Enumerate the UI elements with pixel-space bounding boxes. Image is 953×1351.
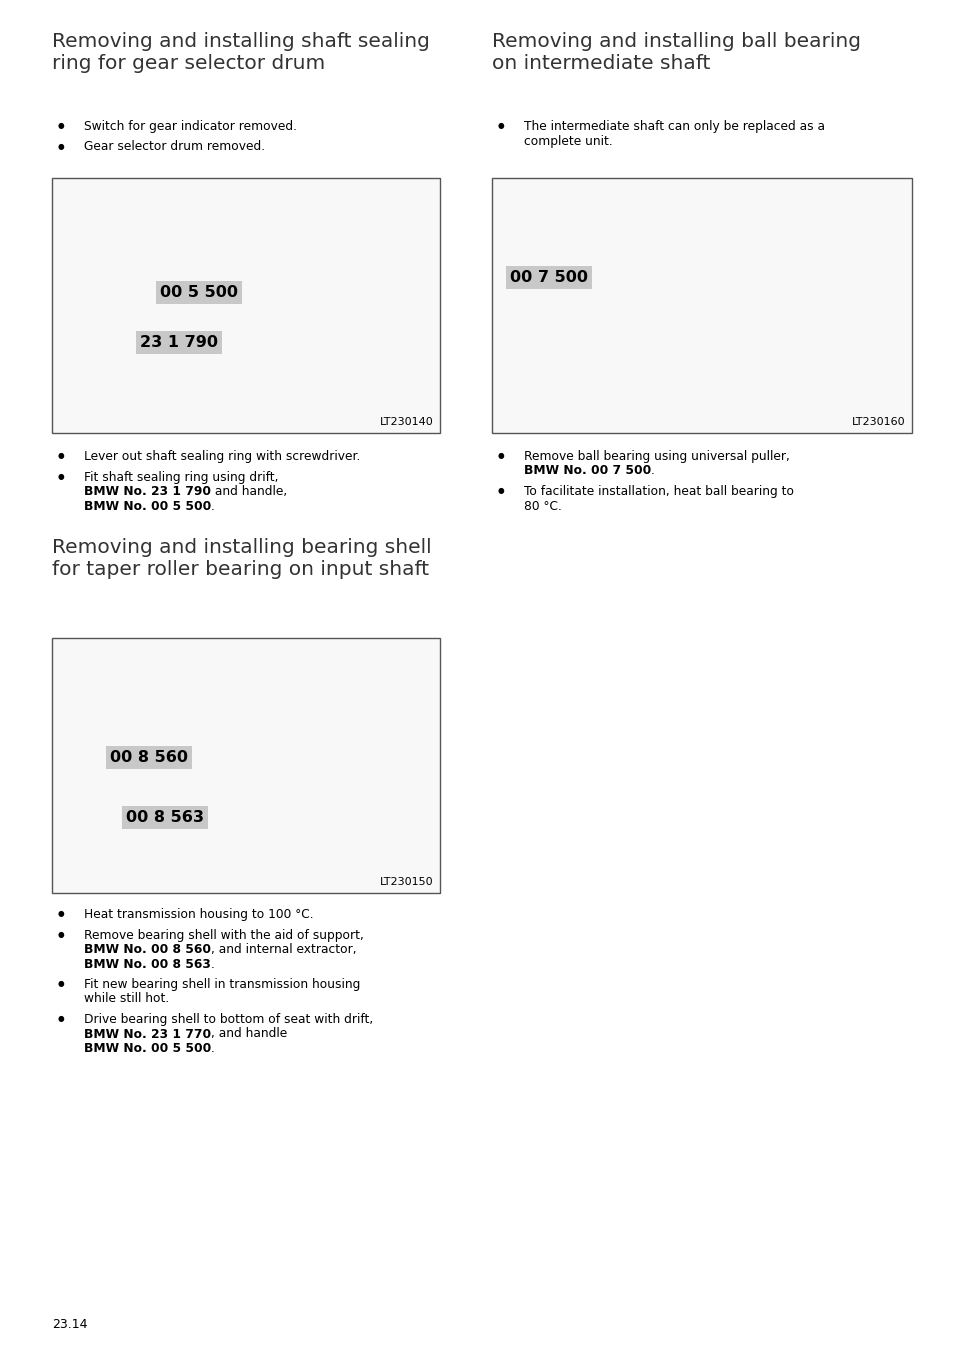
Text: ●: ● <box>497 451 504 459</box>
Text: on intermediate shaft: on intermediate shaft <box>492 54 710 73</box>
Text: ring for gear selector drum: ring for gear selector drum <box>52 54 325 73</box>
Text: ●: ● <box>58 122 65 130</box>
Text: ●: ● <box>58 1015 65 1023</box>
Text: while still hot.: while still hot. <box>84 993 169 1005</box>
Text: Removing and installing ball bearing: Removing and installing ball bearing <box>492 32 861 51</box>
Bar <box>52 178 439 434</box>
Text: complete unit.: complete unit. <box>523 135 612 147</box>
Text: 00 8 563: 00 8 563 <box>126 811 204 825</box>
Text: for taper roller bearing on input shaft: for taper roller bearing on input shaft <box>52 561 429 580</box>
Text: ●: ● <box>58 909 65 917</box>
Text: 00 7 500: 00 7 500 <box>510 270 587 285</box>
Text: ●: ● <box>497 486 504 494</box>
Bar <box>492 178 911 434</box>
Text: BMW No. 00 5 500: BMW No. 00 5 500 <box>84 500 211 512</box>
Text: ●: ● <box>497 122 504 130</box>
Text: Heat transmission housing to 100 °C.: Heat transmission housing to 100 °C. <box>84 908 314 921</box>
Text: To facilitate installation, heat ball bearing to: To facilitate installation, heat ball be… <box>523 485 793 499</box>
Text: Fit new bearing shell in transmission housing: Fit new bearing shell in transmission ho… <box>84 978 360 992</box>
Text: ●: ● <box>58 929 65 939</box>
Text: Gear selector drum removed.: Gear selector drum removed. <box>84 141 265 154</box>
Text: BMW No. 00 5 500: BMW No. 00 5 500 <box>84 1042 211 1055</box>
Text: , and internal extractor,: , and internal extractor, <box>211 943 356 957</box>
Text: Drive bearing shell to bottom of seat with drift,: Drive bearing shell to bottom of seat wi… <box>84 1013 373 1025</box>
Text: 23 1 790: 23 1 790 <box>140 335 218 350</box>
Text: LT230140: LT230140 <box>380 417 434 427</box>
Text: LT230150: LT230150 <box>380 877 434 888</box>
Text: Removing and installing bearing shell: Removing and installing bearing shell <box>52 538 431 557</box>
Text: .: . <box>651 465 655 477</box>
Text: Remove bearing shell with the aid of support,: Remove bearing shell with the aid of sup… <box>84 928 363 942</box>
Text: ●: ● <box>58 142 65 150</box>
Text: ●: ● <box>58 451 65 459</box>
Text: LT230160: LT230160 <box>851 417 905 427</box>
Text: Switch for gear indicator removed.: Switch for gear indicator removed. <box>84 120 296 132</box>
Text: .: . <box>211 1042 214 1055</box>
Text: BMW No. 23 1 770: BMW No. 23 1 770 <box>84 1028 211 1040</box>
Text: BMW No. 00 8 560: BMW No. 00 8 560 <box>84 943 211 957</box>
Text: 00 5 500: 00 5 500 <box>160 285 237 300</box>
Text: Removing and installing shaft sealing: Removing and installing shaft sealing <box>52 32 430 51</box>
Text: Remove ball bearing using universal puller,: Remove ball bearing using universal pull… <box>523 450 789 463</box>
Text: The intermediate shaft can only be replaced as a: The intermediate shaft can only be repla… <box>523 120 824 132</box>
Text: , and handle: , and handle <box>211 1028 287 1040</box>
Text: BMW No. 00 8 563: BMW No. 00 8 563 <box>84 958 211 970</box>
Text: Lever out shaft sealing ring with screwdriver.: Lever out shaft sealing ring with screwd… <box>84 450 360 463</box>
Text: .: . <box>211 500 214 512</box>
Text: .: . <box>211 958 214 970</box>
Text: 80 °C.: 80 °C. <box>523 500 561 512</box>
Bar <box>52 638 439 893</box>
Text: BMW No. 00 7 500: BMW No. 00 7 500 <box>523 465 651 477</box>
Text: ●: ● <box>58 471 65 481</box>
Text: and handle,: and handle, <box>211 485 287 499</box>
Text: 23.14: 23.14 <box>52 1319 88 1331</box>
Text: ●: ● <box>58 979 65 988</box>
Text: Fit shaft sealing ring using drift,: Fit shaft sealing ring using drift, <box>84 470 278 484</box>
Text: BMW No. 23 1 790: BMW No. 23 1 790 <box>84 485 211 499</box>
Text: 00 8 560: 00 8 560 <box>110 750 188 765</box>
